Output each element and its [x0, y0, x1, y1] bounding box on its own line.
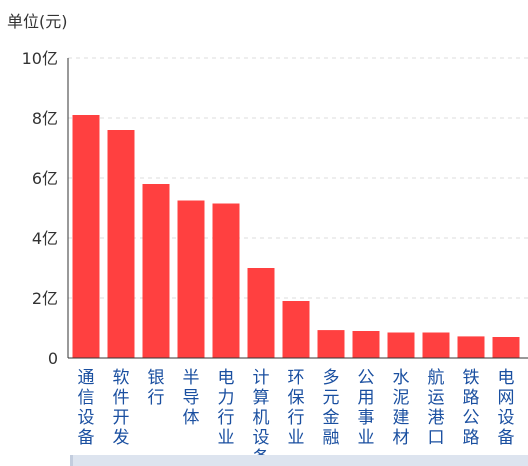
bar: [107, 130, 135, 358]
bar: [247, 268, 275, 358]
x-axis-labels: 通信设备 软件开发 银行 半导体 电力行业 计算机设备 环保行业 多元金融 公用事业 水泥建材 航运…: [78, 368, 515, 466]
x-category-label: 水泥建材: [393, 368, 410, 448]
bar: [387, 332, 415, 358]
x-category-label: 多元金融: [323, 368, 340, 448]
bottom-scroll-strip-edge: [70, 455, 73, 466]
x-category-label: 铁路公路: [463, 368, 480, 448]
x-category-label: 软件开发: [113, 368, 130, 448]
x-category-label: 电网设备: [498, 368, 515, 448]
x-category-label: 银行: [148, 368, 165, 408]
x-category-label: 通信设备: [78, 368, 95, 448]
x-category-label: 半导体: [183, 368, 200, 428]
bar: [177, 200, 205, 358]
bars: [72, 115, 520, 358]
gridlines: [68, 57, 528, 299]
y-tick-label: 0: [48, 349, 58, 368]
y-axis-ticks: 0 2亿 4亿 6亿 8亿 10亿: [22, 49, 58, 368]
bar: [317, 330, 345, 358]
x-category-label: 环保行业: [288, 368, 305, 448]
y-tick-label: 2亿: [32, 289, 58, 308]
x-category-label: 公用事业: [358, 368, 375, 448]
unit-label: 单位(元): [7, 12, 68, 31]
bar: [457, 336, 485, 358]
bar: [72, 115, 100, 358]
bar: [352, 331, 380, 358]
x-category-label: 航运港口: [428, 368, 445, 448]
bar: [282, 301, 310, 358]
bar: [422, 332, 450, 358]
bar: [492, 337, 520, 358]
x-category-label: 电力行业: [218, 368, 235, 448]
bar: [142, 184, 170, 358]
y-tick-label: 10亿: [22, 49, 58, 68]
x-category-label: 计算机设备: [253, 368, 270, 466]
y-tick-label: 4亿: [32, 229, 58, 248]
y-tick-label: 6亿: [32, 169, 58, 188]
bottom-scroll-strip: [70, 455, 528, 466]
bar: [212, 203, 240, 358]
y-tick-label: 8亿: [32, 109, 58, 128]
